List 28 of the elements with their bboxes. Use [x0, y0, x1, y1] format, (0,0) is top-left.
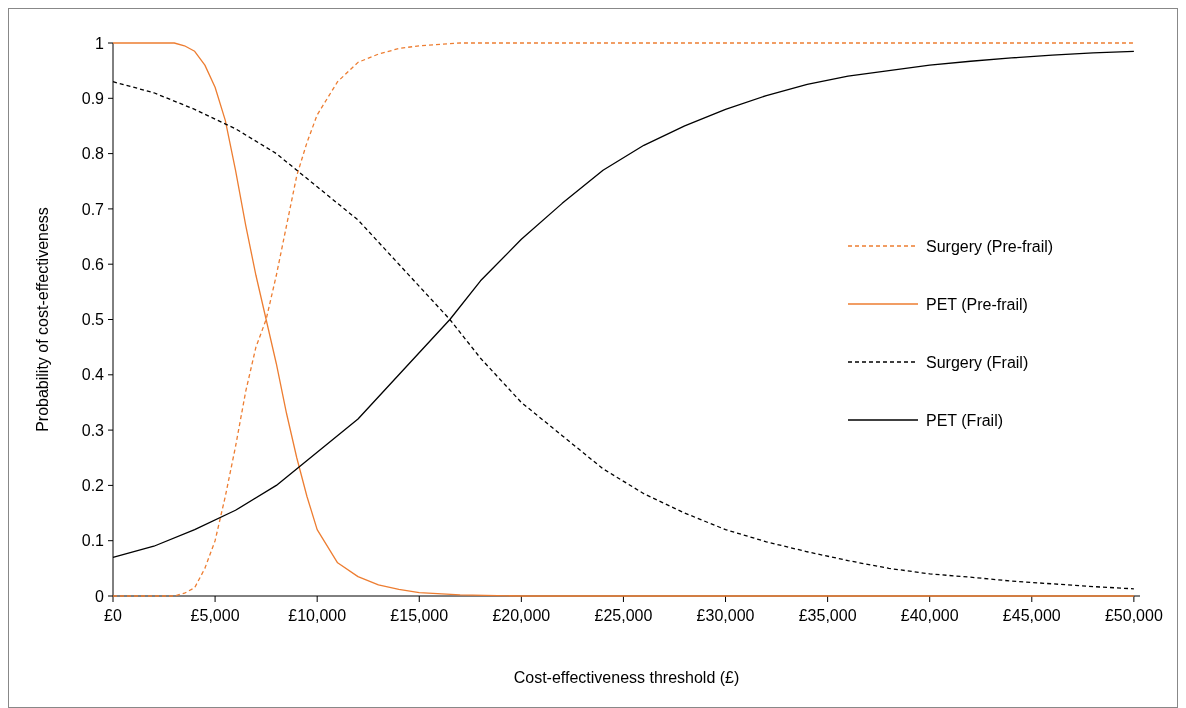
- x-tick-label: £5,000: [190, 607, 240, 624]
- x-axis-title: Cost-effectiveness threshold (£): [513, 669, 740, 686]
- x-tick-label: £35,000: [798, 607, 857, 624]
- x-tick-label: £30,000: [696, 607, 755, 624]
- y-tick-label: 0.7: [81, 200, 105, 218]
- x-tick-label: £15,000: [390, 607, 449, 624]
- y-axis-title: Probability of cost-effectiveness: [34, 207, 51, 432]
- y-tick-label: 0.4: [81, 366, 105, 384]
- x-tick-label: £10,000: [288, 607, 347, 624]
- y-tick-label: 0.6: [81, 255, 105, 273]
- x-tick-label: £50,000: [1104, 607, 1163, 624]
- legend-label: PET (Pre-frail): [926, 295, 1028, 313]
- y-tick-label: 1: [95, 34, 105, 52]
- y-tick-label: 0.8: [81, 145, 105, 163]
- legend-label: Surgery (Pre-frail): [926, 237, 1054, 255]
- x-tick-label: £25,000: [594, 607, 653, 624]
- x-tick-label: £40,000: [900, 607, 959, 624]
- y-tick-label: 0.9: [81, 89, 105, 107]
- y-tick-label: 0: [95, 587, 105, 605]
- y-tick-label: 0.2: [81, 477, 105, 494]
- legend-label: Surgery (Frail): [926, 353, 1029, 371]
- y-tick-label: 0.3: [81, 421, 105, 439]
- legend-label: PET (Frail): [926, 411, 1004, 429]
- x-tick-label: £0: [104, 607, 122, 624]
- y-tick-label: 0.1: [81, 532, 105, 550]
- y-tick-label: 0.5: [81, 311, 105, 329]
- x-tick-label: £45,000: [1002, 607, 1061, 624]
- x-tick-label: £20,000: [492, 607, 551, 624]
